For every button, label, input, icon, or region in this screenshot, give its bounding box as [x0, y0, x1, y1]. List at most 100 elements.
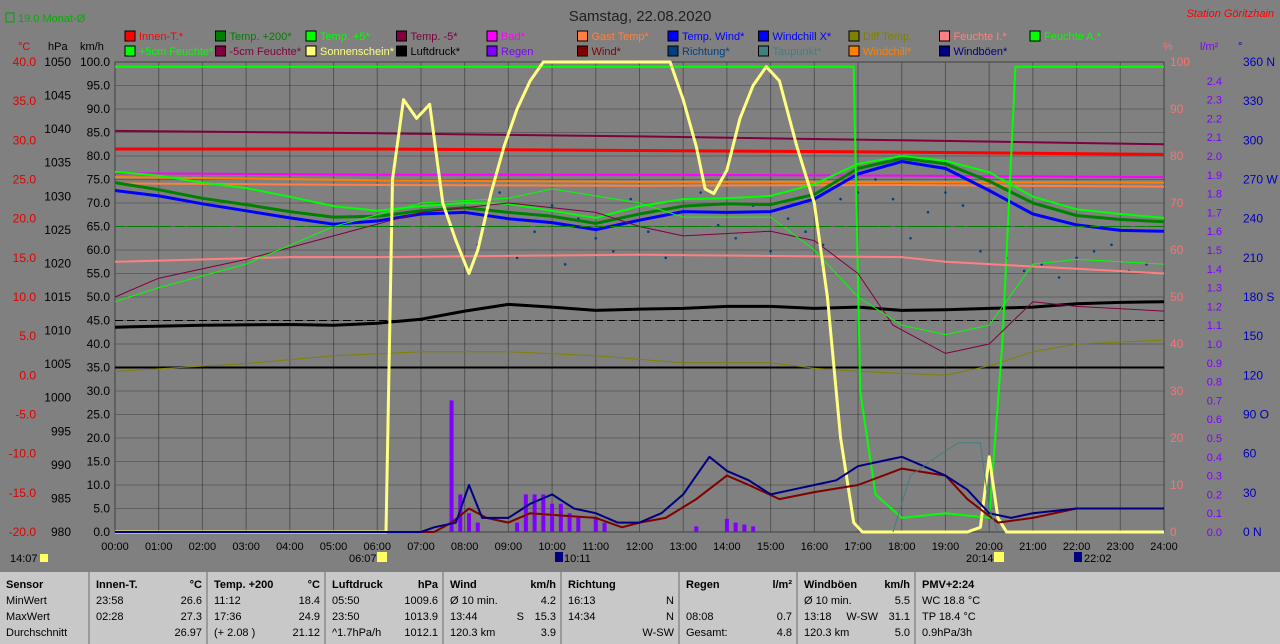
axis-hours-tick-20: 20:00 — [975, 541, 1003, 553]
axis-dir-tick-11: 30 — [1243, 486, 1257, 500]
direction-point-16 — [734, 236, 737, 240]
axis-lm2-tick-20: 0.4 — [1207, 452, 1222, 464]
legend-label-0-0: Innen-T.* — [139, 31, 184, 43]
direction-point-9 — [611, 250, 615, 253]
stats-cell-label: Regen — [686, 579, 720, 591]
axis-hours-tick-5: 05:00 — [320, 541, 348, 553]
stats-cell-value: N — [666, 595, 674, 607]
stats-row-4-1: Ø 10 min. 4.2 — [450, 595, 556, 609]
axis-kmh-tick-18: 10.0 — [87, 478, 111, 492]
rain-bar-4 — [515, 522, 520, 532]
sun-markers: 14:07 06:07 10:11 20:14 22:02 — [10, 552, 1112, 565]
axis-hpa-tick-10: 1000 — [44, 391, 71, 405]
direction-point-30 — [979, 250, 982, 253]
axis-left-tick-10: -10.0 — [9, 447, 37, 461]
axis-pct-tick-9: 10 — [1170, 478, 1184, 492]
axis-left-tick-5: 15.0 — [13, 251, 37, 265]
direction-point-29 — [961, 204, 965, 207]
moon-icon-2 — [1074, 552, 1082, 562]
direction-point-34 — [1057, 276, 1061, 279]
axis-lm2-tick-21: 0.3 — [1207, 471, 1222, 483]
stats-cell-label: 14:34 — [568, 611, 596, 623]
axis-hours-tick-10: 10:00 — [538, 541, 566, 553]
axis-dir-tick-6: 180 S — [1243, 290, 1274, 304]
axis-hours-tick-1: 01:00 — [145, 541, 173, 553]
stats-cell-label: 120.3 km — [804, 627, 850, 639]
direction-point-36 — [1092, 250, 1096, 253]
sun-icon-left — [40, 554, 48, 562]
axis-left-tick-9: -5.0 — [15, 408, 36, 422]
stats-column-1: Innen-T. °C 23:58 26.6 02:28 27.3 26.97 — [88, 572, 208, 644]
rain-bar-5 — [523, 494, 528, 532]
unit-celsius: °C — [18, 41, 30, 53]
legend-label-0-10: Feuchte A.* — [1044, 31, 1102, 43]
axis-lm2-tick-17: 0.7 — [1207, 395, 1222, 407]
legend-label-0-3: Temp. -5* — [411, 31, 459, 43]
axis-hours-tick-8: 08:00 — [451, 541, 479, 553]
axis-kmh-tick-4: 80.0 — [87, 149, 111, 163]
stats-cell-label: 05:50 — [332, 595, 360, 607]
stats-row-4-2: 13:44 S 15.3 — [450, 611, 556, 625]
rain-bar-14 — [694, 526, 699, 532]
stats-row-2-3: (+ 2.08 ) 21.12 — [214, 627, 320, 641]
rain-bar-17 — [742, 524, 747, 532]
direction-point-32 — [1022, 269, 1026, 273]
stats-column-4: Wind km/h Ø 10 min. 4.2 13:44 S 15.3 120.3 km 3.… — [442, 572, 562, 644]
direction-point-14 — [699, 191, 702, 194]
series-line-4 — [114, 182, 1165, 188]
axis-hpa-tick-3: 1035 — [44, 156, 71, 170]
axis-lm2-tick-23: 0.1 — [1207, 508, 1222, 520]
stats-cell-value: 4.2 — [540, 595, 556, 607]
stats-row-1-0: Innen-T. °C — [96, 579, 202, 593]
axis-hours-tick-24: 24:00 — [1150, 541, 1178, 553]
legend-label-0-4: Bad* — [501, 31, 526, 43]
legend-swatch-0-8 — [848, 30, 860, 42]
stats-cell-value: °C — [307, 579, 320, 591]
axis-lm2-tick-9: 1.5 — [1207, 245, 1222, 257]
axis-hpa-tick-4: 1030 — [44, 189, 71, 203]
axis-kmh-tick-15: 25.0 — [87, 408, 111, 422]
direction-point-24 — [874, 178, 877, 181]
legend-swatch-0-4 — [486, 30, 498, 42]
stats-row-0-0: Sensor — [6, 579, 82, 593]
legend-swatch-1-0 — [124, 45, 136, 57]
stats-row-4-0: Wind km/h — [450, 579, 556, 593]
stats-cell-mid: W-SW — [846, 611, 878, 623]
axis-hpa-tick-9: 1005 — [44, 357, 71, 371]
direction-point-20 — [804, 230, 807, 234]
stats-row-0-1: MinWert — [6, 595, 82, 609]
direction-point-5 — [550, 204, 554, 207]
stats-cell-label: Temp. +200 — [214, 579, 274, 591]
stats-cell-label: Ø 10 min. — [450, 595, 498, 607]
stats-cell-label: 13:44 — [450, 611, 478, 623]
stats-cell-label: (+ 2.08 ) — [214, 627, 256, 639]
stats-row-7-3: 120.3 km 5.0 — [804, 627, 910, 641]
direction-point-37 — [1110, 243, 1113, 247]
series-lines — [114, 60, 1165, 534]
axis-left-tick-11: -15.0 — [9, 486, 37, 500]
stats-row-2-2: 17:36 24.9 — [214, 611, 320, 625]
stats-cell-label: Durchschnitt — [6, 627, 68, 639]
stats-row-8-0: PMV+2:24 — [922, 579, 1030, 593]
axis-kmh-tick-16: 20.0 — [87, 431, 111, 445]
axis-pct-tick-4: 60 — [1170, 243, 1184, 257]
stats-row-2-0: Temp. +200 °C — [214, 579, 320, 593]
axis-hpa-tick-11: 995 — [51, 424, 71, 438]
stats-row-3-1: 05:50 1009.6 — [332, 595, 438, 609]
stats-cell-value: 1009.6 — [404, 595, 438, 607]
axis-hpa-tick-13: 985 — [51, 491, 71, 505]
stats-row-0-3: Durchschnitt — [6, 627, 82, 641]
axis-pct-tick-0: 100 — [1170, 55, 1190, 69]
axis-kmh-tick-9: 55.0 — [87, 267, 111, 281]
direction-point-35 — [1075, 256, 1078, 260]
series-line-13 — [114, 188, 1165, 336]
stats-cell-value: 18.4 — [298, 595, 320, 607]
stats-row-0-2: MaxWert — [6, 611, 82, 625]
axis-pct-tick-8: 20 — [1170, 431, 1184, 445]
legend-label-0-8: Diff Temp. — [863, 31, 912, 43]
direction-point-23 — [856, 191, 860, 194]
axis-pct-tick-6: 40 — [1170, 337, 1184, 351]
rain-bar-12 — [593, 516, 598, 532]
legend-swatch-0-1 — [215, 30, 226, 42]
